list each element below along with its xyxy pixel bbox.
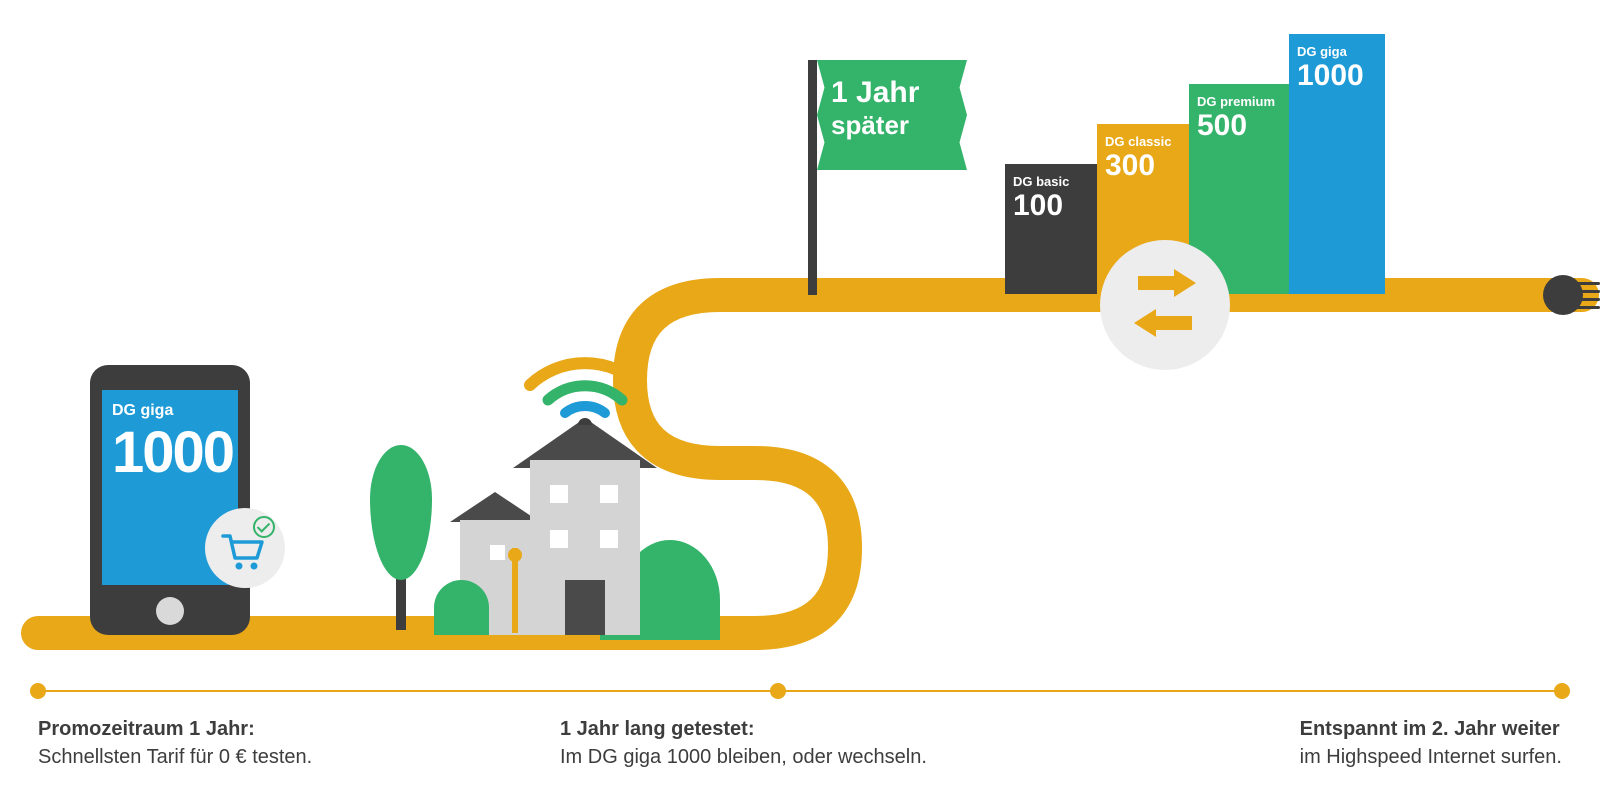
house-window [600,530,618,548]
tier-value: 300 [1105,151,1181,181]
house-back-roof [450,492,540,522]
house-door [565,580,605,635]
timeline-dot [30,683,46,699]
timeline-axis [38,690,1562,692]
cart-badge [205,508,285,588]
timeline-label-2: 1 Jahr lang getestet: Im DG giga 1000 bl… [560,715,927,771]
phone-device: DG giga 1000 [90,365,250,635]
fiber-strand [1550,298,1600,301]
phone-home-button [156,597,184,625]
tier-bar-basic: DG basic 100 [1005,164,1097,294]
timeline-subtitle: im Highspeed Internet surfen. [1300,743,1562,771]
tier-name: DG classic [1105,134,1181,149]
timeline-title: Entspannt im 2. Jahr weiter [1300,718,1560,740]
flag-text-2: später [831,112,953,138]
house-window [490,545,505,560]
fiber-strand [1555,282,1600,285]
timeline-label-3: Entspannt im 2. Jahr weiter im Highspeed… [1300,715,1562,771]
tier-name: DG giga [1297,44,1377,59]
flag-text-1: 1 Jahr [831,78,953,108]
tier-value: 1000 [1297,61,1377,91]
tier-value: 100 [1013,191,1089,221]
timeline-subtitle: Im DG giga 1000 bleiben, oder wechseln. [560,743,927,771]
wifi-icon [510,325,660,425]
tier-value: 500 [1197,111,1281,141]
house-window [600,485,618,503]
bush-left [434,580,489,635]
fiber-strand [1545,290,1600,293]
house-window [550,530,568,548]
tier-name: DG basic [1013,174,1089,189]
tier-name: DG premium [1197,94,1281,109]
milestone-flag: 1 Jahr später [817,60,967,170]
switch-arrows-icon [1120,262,1210,352]
tier-bar-giga: DG giga 1000 [1289,34,1385,294]
timeline-dot [1554,683,1570,699]
timeline-label-1: Promozeitraum 1 Jahr: Schnellsten Tarif … [38,715,312,771]
house-fiber-drop [508,548,522,638]
infographic-canvas: DG giga 1000 1 Jahr später DG basic 100 … [0,0,1600,791]
phone-plan-name: DG giga [112,402,228,420]
house-window [550,485,568,503]
flag-pole [808,60,817,295]
phone-plan-speed: 1000 [112,424,228,482]
fiber-end-connector [1543,275,1583,315]
timeline-subtitle: Schnellsten Tarif für 0 € testen. [38,743,312,771]
timeline-title: 1 Jahr lang getestet: [560,718,755,740]
timeline-title: Promozeitraum 1 Jahr: [38,718,255,740]
cart-icon [221,534,265,570]
timeline-dot [770,683,786,699]
fiber-strand [1558,306,1600,309]
